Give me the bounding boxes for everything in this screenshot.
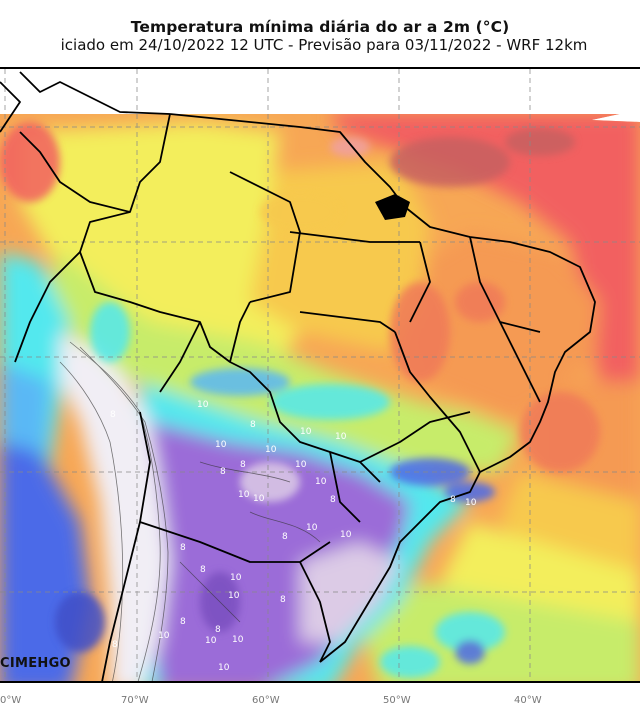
contour-label: 10	[340, 530, 352, 540]
contour-label: 10	[215, 440, 227, 450]
marajo-island	[375, 194, 410, 220]
contour-label: 10	[315, 477, 327, 487]
contour-label: 8	[240, 460, 246, 470]
longitude-label: 50°W	[383, 695, 411, 706]
contour-label: 10	[197, 400, 209, 410]
contour-label: 10	[228, 591, 240, 601]
contour-label: 10	[295, 460, 307, 470]
contour-label: 8	[280, 595, 286, 605]
contour-label: 8	[180, 543, 186, 553]
contour-label: 8	[282, 532, 288, 542]
temperature-field	[0, 114, 640, 681]
contour-label: 8	[215, 625, 221, 635]
contour-labels: 10 8 10 8 10 10 10 8 10 10 10 10 8 8 10 …	[110, 400, 477, 673]
longitude-label: 0°W	[0, 695, 22, 706]
longitude-label: 40°W	[514, 695, 542, 706]
contour-label: 8	[450, 495, 456, 505]
temperature-map: 10 8 10 8 10 10 10 8 10 10 10 10 8 8 10 …	[0, 67, 640, 683]
andes-contours	[59, 341, 321, 681]
contour-label: 10	[158, 631, 170, 641]
contour-label: 10	[238, 490, 250, 500]
contour-label: 10	[232, 635, 244, 645]
map-subtitle: iciado em 24/10/2022 12 UTC - Previsão p…	[60, 36, 588, 54]
map-title: Temperatura mínima diária do ar a 2m (°C…	[130, 18, 510, 36]
contour-label: 8	[180, 617, 186, 627]
contour-label: 8	[200, 565, 206, 575]
contour-label: 8	[110, 410, 116, 420]
cimehgo-logo: CIMEHGO	[0, 656, 71, 671]
contour-label: 10	[335, 432, 347, 442]
longitude-label: 60°W	[252, 695, 280, 706]
longitude-label: 70°W	[121, 695, 149, 706]
contour-label: 10	[218, 663, 230, 673]
contour-label: 10	[265, 445, 277, 455]
contour-label: 10	[300, 427, 312, 437]
contour-label: 8	[220, 467, 226, 477]
graticule	[0, 69, 640, 681]
country-borders	[0, 71, 596, 681]
contour-label: 10	[306, 523, 318, 533]
contour-label: 10	[465, 498, 477, 508]
contour-label: 10	[230, 573, 242, 583]
contour-label: 8	[250, 420, 256, 430]
contour-label: 10	[205, 636, 217, 646]
contour-label: 8	[112, 640, 118, 650]
contour-label: 8	[330, 495, 336, 505]
contour-label: 10	[253, 494, 265, 504]
